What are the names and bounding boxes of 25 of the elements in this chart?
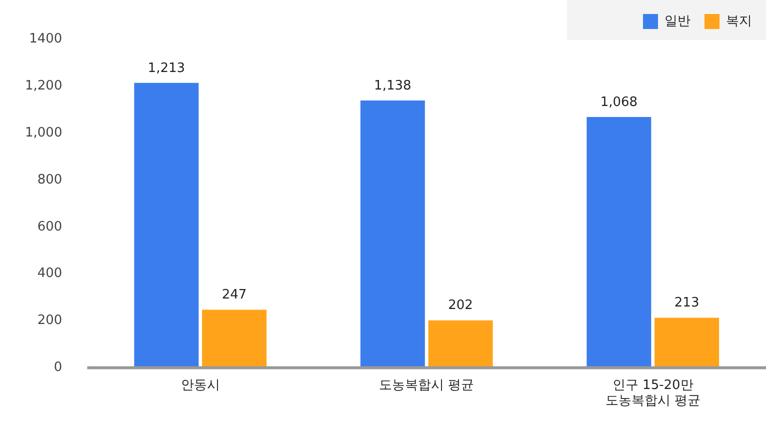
data-label: 1,068 (600, 94, 638, 110)
data-label: 1,213 (148, 60, 186, 76)
bar (360, 100, 425, 368)
y-tick-label: 1,200 (25, 78, 62, 94)
bar (134, 82, 199, 368)
y-tick-label: 1,000 (25, 125, 62, 140)
bar (428, 320, 493, 368)
x-tick-label: 안동시 (180, 378, 220, 393)
bar (202, 310, 267, 368)
y-tick-label: 0 (54, 360, 62, 376)
bar (654, 318, 720, 368)
y-tick-label: 800 (37, 172, 62, 188)
data-label: 202 (448, 298, 473, 314)
legend-label: 복지 (726, 14, 752, 29)
legend-label: 일반 (664, 14, 690, 29)
y-tick-label: 1400 (29, 31, 62, 46)
x-tick-label: 인구 15-20만 도농복합시 평균 (605, 378, 700, 409)
x-tick-label: 도농복합시 평균 (379, 378, 474, 393)
data-label: 213 (674, 296, 700, 311)
y-tick-label: 200 (37, 313, 62, 328)
bar (586, 116, 652, 368)
data-label: 1,138 (374, 78, 412, 94)
data-label: 247 (222, 288, 247, 303)
y-tick-label: 600 (37, 219, 62, 234)
y-tick-label: 400 (37, 266, 62, 282)
